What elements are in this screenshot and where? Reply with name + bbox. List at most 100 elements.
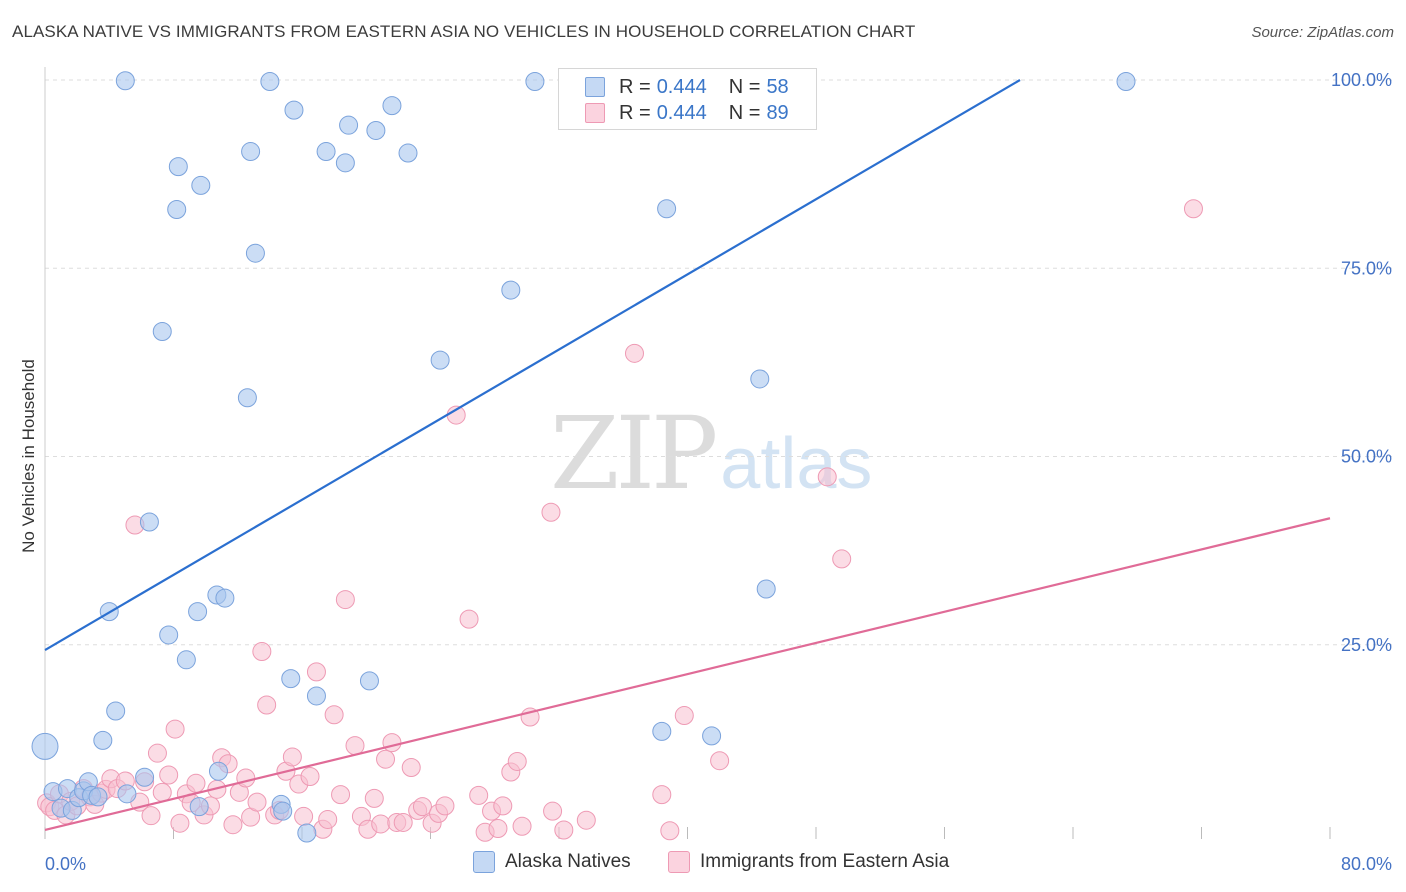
- bottom-legend-label-immigrants: Immigrants from Eastern Asia: [700, 851, 950, 872]
- point-immigrants: [159, 765, 179, 785]
- point-alaska: [117, 784, 137, 804]
- source-credit: Source: ZipAtlas.com: [1251, 24, 1394, 41]
- point-alaska: [168, 157, 188, 177]
- point-alaska: [135, 767, 155, 787]
- point-immigrants: [170, 813, 190, 833]
- point-immigrants: [236, 768, 256, 788]
- legend-n-value: 58: [766, 75, 789, 98]
- point-immigrants: [393, 812, 413, 832]
- point-immigrants: [507, 751, 527, 771]
- point-alaska: [750, 369, 770, 389]
- point-immigrants: [576, 810, 596, 830]
- point-alaska: [260, 72, 280, 92]
- point-alaska: [88, 787, 108, 807]
- point-alaska: [215, 588, 235, 608]
- point-alaska: [316, 142, 336, 162]
- point-alaska: [525, 72, 545, 92]
- point-immigrants: [541, 502, 561, 522]
- legend-row-alaska: R = 0.444 N = 58: [585, 74, 789, 100]
- point-alaska: [208, 761, 228, 781]
- point-immigrants: [371, 814, 391, 834]
- point-alaska: [31, 732, 59, 760]
- point-immigrants: [318, 809, 338, 829]
- point-alaska: [115, 71, 135, 91]
- bottom-legend-immigrants: Immigrants from Eastern Asia: [668, 851, 949, 873]
- point-immigrants: [512, 816, 532, 836]
- point-alaska: [191, 175, 211, 195]
- point-immigrants: [294, 806, 314, 826]
- point-immigrants: [624, 343, 644, 363]
- grid-lines: [45, 79, 1392, 646]
- point-alaska: [430, 350, 450, 370]
- point-immigrants: [247, 792, 267, 812]
- point-immigrants: [252, 642, 272, 662]
- point-alaska: [152, 322, 172, 342]
- point-alaska: [284, 100, 304, 120]
- point-alaska: [297, 823, 317, 843]
- point-alaska: [106, 701, 126, 721]
- legend-swatch-immigrants: [585, 103, 605, 123]
- point-immigrants: [345, 736, 365, 756]
- series-immigrants-points: [37, 199, 1203, 842]
- point-immigrants: [364, 788, 384, 808]
- y-tick-label: 75.0%: [1341, 258, 1392, 278]
- bottom-legend-label-alaska: Alaska Natives: [505, 851, 631, 872]
- point-immigrants: [331, 785, 351, 805]
- series-alaska-points: [31, 71, 1136, 843]
- point-alaska: [398, 143, 418, 163]
- point-immigrants: [488, 818, 508, 838]
- legend-box: R = 0.444 N = 58 R = 0.444 N = 89: [558, 68, 817, 130]
- legend-swatch-alaska: [585, 77, 605, 97]
- point-alaska: [139, 512, 159, 532]
- bottom-legend-alaska: Alaska Natives: [473, 851, 631, 873]
- point-immigrants: [710, 751, 730, 771]
- point-alaska: [382, 96, 402, 116]
- point-immigrants: [376, 749, 396, 769]
- point-immigrants: [652, 785, 672, 805]
- point-immigrants: [660, 821, 680, 841]
- legend-row-immigrants: R = 0.444 N = 89: [585, 100, 789, 126]
- point-alaska: [657, 199, 677, 219]
- y-axis-label: No Vehicles in Household: [19, 359, 38, 553]
- point-alaska: [1116, 72, 1136, 92]
- legend-r-label: R =: [619, 75, 651, 98]
- point-immigrants: [335, 590, 355, 610]
- x-tick-label: 0.0%: [45, 854, 86, 874]
- point-alaska: [245, 243, 265, 263]
- point-alaska: [159, 625, 179, 645]
- point-immigrants: [493, 796, 513, 816]
- trend-line-alaska: [44, 79, 1021, 651]
- point-alaska: [188, 602, 208, 622]
- point-immigrants: [1183, 199, 1203, 219]
- legend-n-value: 89: [766, 101, 789, 124]
- point-immigrants: [186, 773, 206, 793]
- trend-line-immigrants: [44, 517, 1331, 832]
- point-immigrants: [152, 782, 172, 802]
- point-immigrants: [257, 695, 277, 715]
- point-immigrants: [306, 662, 326, 682]
- trend-lines: [44, 79, 1331, 832]
- legend-n-label: N =: [728, 101, 761, 124]
- point-alaska: [366, 120, 386, 140]
- point-immigrants: [412, 797, 432, 817]
- point-immigrants: [141, 806, 161, 826]
- y-tick-label: 25.0%: [1341, 635, 1392, 655]
- point-immigrants: [817, 467, 837, 487]
- point-alaska: [237, 388, 257, 408]
- point-alaska: [176, 650, 196, 670]
- point-alaska: [93, 730, 113, 750]
- point-alaska: [501, 280, 521, 300]
- point-alaska: [702, 726, 722, 746]
- chart-title: ALASKA NATIVE VS IMMIGRANTS FROM EASTERN…: [12, 22, 916, 41]
- point-immigrants: [554, 820, 574, 840]
- bottom-legend-swatch-immigrants: [668, 851, 690, 873]
- point-immigrants: [543, 801, 563, 821]
- point-alaska: [281, 669, 301, 689]
- tick-labels: 25.0% 50.0% 75.0% 100.0% 0.0% 80.0%: [45, 70, 1392, 874]
- point-alaska: [273, 801, 293, 821]
- point-alaska: [189, 797, 209, 817]
- point-immigrants: [401, 757, 421, 777]
- point-alaska: [339, 115, 359, 135]
- point-alaska: [359, 671, 379, 691]
